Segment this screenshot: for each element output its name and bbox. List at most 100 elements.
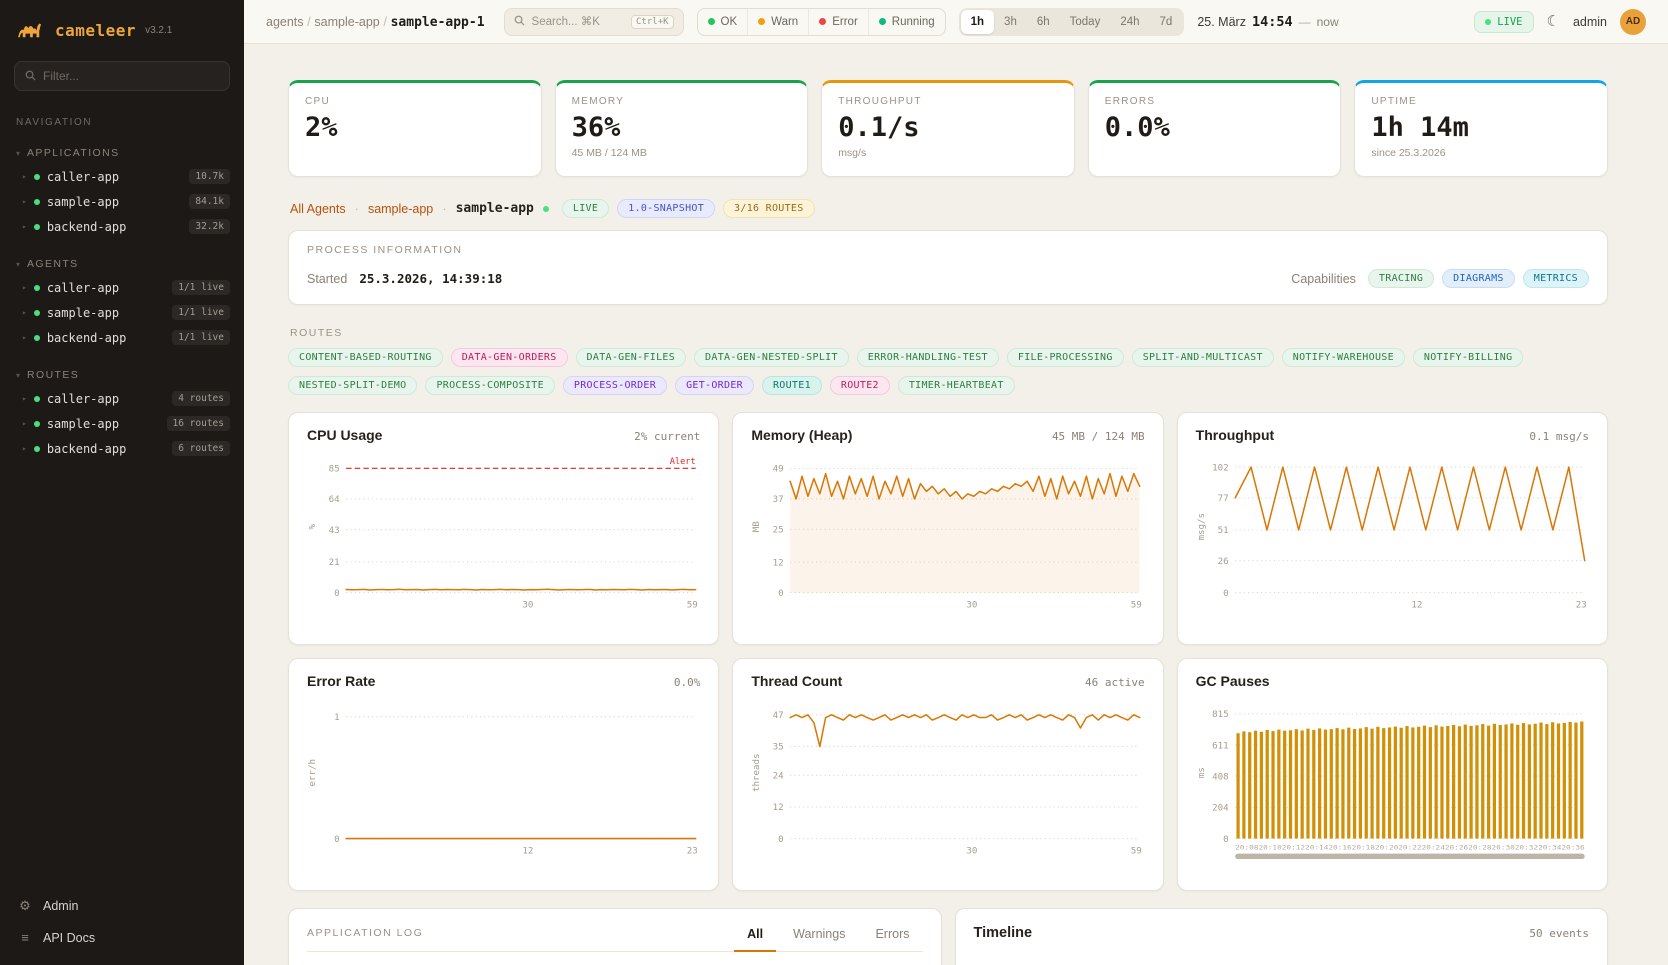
sidebar-item-caller-app[interactable]: ▸ caller-app 4 routes	[0, 386, 244, 411]
svg-text:30: 30	[967, 846, 978, 857]
chart-body: 0 26 51 77 102 msg/s 12 23	[1192, 448, 1593, 638]
sidebar-item-backend-app[interactable]: ▸ backend-app 6 routes	[0, 436, 244, 461]
sidebar-item-backend-app[interactable]: ▸ backend-app 32.2k	[0, 214, 244, 239]
time-range-today[interactable]: Today	[1060, 10, 1111, 34]
route-pill-notify-warehouse[interactable]: NOTIFY-WAREHOUSE	[1281, 348, 1405, 367]
chevron-down-icon: ▾	[16, 370, 21, 380]
status-filter-running[interactable]: Running	[869, 9, 945, 35]
filter-input[interactable]	[43, 69, 219, 83]
all-agents-link[interactable]: All Agents	[290, 201, 346, 216]
breadcrumb-current: sample-app-1	[390, 14, 485, 30]
route-pill-data-gen-nested-split[interactable]: DATA-GEN-NESTED-SPLIT	[694, 348, 849, 367]
count-badge: 6 routes	[172, 441, 230, 456]
live-badge[interactable]: LIVE	[1474, 10, 1534, 33]
main-column: agents / sample-app / sample-app-1 Ctrl+…	[244, 0, 1668, 965]
app-logo[interactable]: cameleer v3.2.1	[0, 0, 244, 55]
svg-text:24: 24	[773, 770, 785, 781]
started-label: Started	[307, 271, 348, 286]
route-pill-content-based-routing[interactable]: CONTENT-BASED-ROUTING	[288, 348, 443, 367]
search-shortcut-kbd: Ctrl+K	[631, 14, 674, 29]
chart-card-threads: Thread Count 46 active 0 12 24 35 47 threads 3…	[732, 657, 1164, 891]
svg-text:30: 30	[522, 600, 533, 611]
dark-mode-toggle[interactable]: ☾	[1547, 14, 1560, 29]
search-input[interactable]	[531, 15, 625, 28]
route-pill-process-order[interactable]: PROCESS-ORDER	[562, 376, 668, 395]
date-label: 25. März	[1197, 14, 1246, 29]
svg-text:47: 47	[773, 710, 784, 721]
route-pill-process-composite[interactable]: PROCESS-COMPOSITE	[425, 376, 555, 395]
section-label: ROUTES	[27, 369, 80, 381]
chevron-right-icon: ▸	[22, 197, 27, 206]
stat-sub	[1105, 147, 1325, 160]
breadcrumb-agents[interactable]: agents	[266, 14, 304, 29]
sidebar-item-admin[interactable]: ⚙ Admin	[0, 890, 244, 922]
chart-value-label: 46 active	[1085, 675, 1145, 689]
search-box[interactable]: Ctrl+K	[503, 7, 684, 36]
count-badge: 84.1k	[189, 194, 230, 209]
status-filter-error[interactable]: Error	[809, 8, 869, 35]
route-pill-get-order[interactable]: GET-ORDER	[675, 376, 754, 395]
log-tab-warnings[interactable]: Warnings	[780, 923, 858, 952]
timeline-header: Timeline 50 events	[974, 925, 1590, 941]
route-pill-notify-billing[interactable]: NOTIFY-BILLING	[1412, 348, 1524, 367]
sidebar-item-sample-app[interactable]: ▸ sample-app 16 routes	[0, 411, 244, 436]
route-pill-split-and-multicast[interactable]: SPLIT-AND-MULTICAST	[1131, 348, 1274, 367]
svg-text:0: 0	[778, 834, 784, 845]
route-pill-file-processing[interactable]: FILE-PROCESSING	[1006, 348, 1124, 367]
status-filter-warn[interactable]: Warn	[748, 8, 810, 35]
stat-card-errors: ERRORS 0.0%	[1087, 80, 1342, 177]
stat-card-uptime: UPTIME 1h 14m since 25.3.2026	[1354, 80, 1608, 177]
gear-icon: ⚙	[19, 898, 31, 913]
svg-text:30: 30	[967, 600, 978, 611]
route-pill-nested-split-demo[interactable]: NESTED-SPLIT-DEMO	[288, 376, 418, 395]
current-agent-label: sample-app	[455, 201, 534, 216]
log-tab-errors[interactable]: Errors	[862, 923, 922, 952]
status-filter-ok[interactable]: OK	[698, 8, 749, 35]
sidebar-section-header-routes[interactable]: ▾ ROUTES	[0, 366, 244, 386]
time-range-3h[interactable]: 3h	[994, 10, 1027, 34]
sidebar-item-caller-app[interactable]: ▸ caller-app 1/1 live	[0, 275, 244, 300]
sidebar-item-backend-app[interactable]: ▸ backend-app 1/1 live	[0, 325, 244, 350]
agent-badges: LIVE 1.0-SNAPSHOT 3/16 ROUTES	[561, 199, 815, 218]
time-range-24h[interactable]: 24h	[1110, 10, 1149, 34]
status-filter-label: Warn	[771, 15, 799, 28]
sidebar-section-header-applications[interactable]: ▾ APPLICATIONS	[0, 144, 244, 164]
sidebar-section-agents: ▾ AGENTS ▸ caller-app 1/1 live ▸ sample-ap…	[0, 255, 244, 350]
route-pill-data-gen-orders[interactable]: DATA-GEN-ORDERS	[450, 348, 568, 367]
chart-title: GC Pauses	[1195, 672, 1270, 689]
capability-tracing: TRACING	[1367, 269, 1435, 288]
process-information-card: PROCESS INFORMATION Started 25.3.2026, 1…	[288, 230, 1608, 305]
count-badge: 10.7k	[189, 169, 230, 184]
range-end-now[interactable]: now	[1316, 14, 1339, 29]
stat-label: UPTIME	[1371, 96, 1417, 107]
application-log-card: APPLICATION LOG All Warnings Errors	[288, 907, 942, 965]
avatar[interactable]: AD	[1620, 8, 1646, 35]
time-range-6h[interactable]: 6h	[1027, 10, 1060, 34]
application-log-header: APPLICATION LOG All Warnings Errors	[307, 923, 923, 952]
chart-scrollbar[interactable]	[1234, 853, 1585, 859]
log-tab-all[interactable]: All	[734, 923, 777, 952]
route-pill-timer-heartbeat[interactable]: TIMER-HEARTBEAT	[897, 376, 1015, 395]
breadcrumb-sample-app[interactable]: sample-app	[314, 14, 380, 29]
sidebar-section-header-agents[interactable]: ▾ AGENTS	[0, 255, 244, 275]
sidebar-item-caller-app[interactable]: ▸ caller-app 10.7k	[0, 164, 244, 189]
route-pill-data-gen-files[interactable]: DATA-GEN-FILES	[575, 348, 687, 367]
sidebar-item-api-docs[interactable]: ≡ API Docs	[0, 922, 244, 953]
status-dot	[819, 18, 827, 25]
time-range-7d[interactable]: 7d	[1150, 10, 1183, 34]
time-range-1h[interactable]: 1h	[960, 9, 995, 34]
chart-body: 0 21 43 64 85% 30 59 Alert	[303, 448, 704, 638]
route-pill-route1[interactable]: ROUTE1	[761, 376, 822, 395]
sidebar-filter[interactable]	[14, 61, 230, 91]
sidebar-item-sample-app[interactable]: ▸ sample-app 84.1k	[0, 189, 244, 214]
route-pill-error-handling-test[interactable]: ERROR-HANDLING-TEST	[856, 348, 999, 367]
chevron-right-icon: ▸	[22, 308, 27, 317]
sidebar-item-sample-app[interactable]: ▸ sample-app 1/1 live	[0, 300, 244, 325]
svg-text:12: 12	[773, 802, 784, 813]
route-pill-route2[interactable]: ROUTE2	[829, 376, 890, 395]
chart-card-memory: Memory (Heap) 45 MB / 124 MB 0 12 25 37 49 MB…	[732, 412, 1164, 645]
item-label: sample-app	[46, 194, 120, 209]
sample-app-link[interactable]: sample-app	[367, 201, 434, 216]
capabilities-label: Capabilities	[1291, 271, 1356, 286]
time-range-group: 1h 3h 6h Today 24h 7d	[958, 7, 1185, 36]
